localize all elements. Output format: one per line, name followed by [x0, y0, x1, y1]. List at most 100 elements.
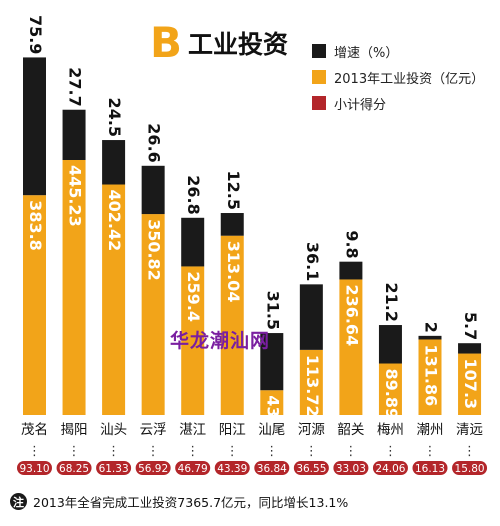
- category-label: 茂名: [21, 421, 48, 438]
- legend-swatch-investment: [312, 70, 326, 84]
- category-label: 清远: [456, 422, 483, 438]
- legend: 增速（%） 2013年工业投资（亿元） 小计得分: [312, 38, 484, 116]
- legend-label-investment: 2013年工业投资（亿元）: [334, 71, 485, 87]
- growth-bar: [220, 213, 244, 236]
- growth-bar: [62, 109, 86, 160]
- growth-label: 75.9: [26, 15, 45, 54]
- leader-dots: ⋮: [305, 444, 318, 459]
- investment-bar: [418, 339, 442, 415]
- score-badge: [135, 461, 171, 475]
- investment-label: 350.82: [145, 219, 164, 281]
- watermark: 华龙潮汕网: [170, 330, 271, 352]
- legend-item-investment: 2013年工业投资（亿元）: [312, 64, 484, 90]
- growth-bar: [23, 57, 46, 196]
- investment-bar: [181, 266, 205, 415]
- score-badge: [56, 461, 92, 475]
- growth-bar: [458, 343, 482, 354]
- score-badge: [333, 461, 369, 475]
- score-label: 36.84: [257, 463, 287, 475]
- investment-bar: [299, 349, 323, 415]
- growth-bar: [299, 284, 323, 350]
- investment-bar: [102, 184, 126, 415]
- category-label: 湛江: [179, 422, 206, 438]
- category-label: 汕尾: [258, 422, 285, 438]
- growth-label: 5.7: [461, 312, 480, 340]
- investment-label: 259.4: [184, 271, 203, 322]
- investment-label: 113.72: [303, 355, 322, 417]
- leader-dots: ⋮: [265, 444, 278, 459]
- score-label: 24.06: [375, 463, 405, 475]
- growth-label: 9.8: [342, 230, 361, 258]
- leader-dots: ⋮: [28, 444, 41, 459]
- growth-label: 12.5: [224, 171, 243, 210]
- chart-title: B 工业投资: [150, 22, 288, 64]
- note-text: 2013年全省完成工业投资7365.7亿元，同比增长13.1%: [33, 495, 349, 510]
- legend-item-growth: 增速（%）: [312, 38, 484, 64]
- category-label: 汕头: [100, 422, 127, 438]
- growth-label: 26.6: [145, 123, 164, 162]
- investment-label: 445.23: [66, 165, 85, 227]
- category-label: 阳江: [219, 422, 246, 438]
- investment-label: 383.8: [26, 200, 45, 251]
- category-label: 云浮: [140, 422, 167, 438]
- investment-bar: [339, 279, 363, 415]
- legend-label-growth: 增速（%）: [334, 45, 399, 61]
- investment-bar: [458, 353, 482, 415]
- title-letter: B: [150, 18, 183, 67]
- category-label: 河源: [298, 422, 325, 438]
- score-label: 15.80: [455, 463, 485, 475]
- score-label: 68.25: [59, 463, 89, 475]
- category-label: 韶关: [337, 422, 364, 438]
- investment-bar: [141, 214, 165, 415]
- category-label: 梅州: [377, 422, 404, 438]
- investment-bar: [23, 195, 46, 415]
- score-label: 61.33: [99, 463, 129, 475]
- investment-bar: [220, 235, 244, 415]
- score-badge: [214, 461, 250, 475]
- growth-label: 24.5: [105, 98, 124, 137]
- score-label: 56.92: [138, 463, 168, 475]
- investment-label: 402.42: [105, 190, 124, 252]
- growth-label: 31.5: [263, 291, 282, 330]
- score-badge: [175, 461, 211, 475]
- growth-bar: [378, 325, 402, 364]
- leader-dots: ⋮: [344, 444, 357, 459]
- leader-dots: ⋮: [463, 444, 476, 459]
- investment-label: 313.04: [224, 241, 243, 303]
- leader-dots: ⋮: [186, 444, 199, 459]
- investment-label: 107.3: [461, 359, 480, 410]
- score-label: 93.10: [19, 463, 49, 475]
- category-label: 揭阳: [61, 422, 88, 438]
- score-label: 33.03: [336, 463, 366, 475]
- growth-label: 2: [422, 322, 441, 333]
- growth-bar: [102, 140, 126, 185]
- score-badge: [372, 461, 408, 475]
- legend-label-score: 小计得分: [334, 97, 387, 113]
- legend-item-score: 小计得分: [312, 90, 484, 116]
- growth-label: 36.1: [303, 242, 322, 281]
- growth-bar: [339, 261, 363, 280]
- leader-dots: ⋮: [147, 444, 160, 459]
- legend-swatch-score: [312, 96, 326, 110]
- investment-bar: [62, 160, 86, 415]
- title-text: 工业投资: [188, 30, 289, 59]
- leader-dots: ⋮: [424, 444, 437, 459]
- category-label: 潮州: [417, 422, 444, 438]
- score-badge: [17, 461, 52, 475]
- investment-bar: [260, 390, 284, 415]
- legend-swatch-growth: [312, 44, 326, 58]
- score-badge: [293, 461, 329, 475]
- investment-bar: [378, 363, 402, 415]
- score-badge: [96, 461, 132, 475]
- growth-label: 26.8: [184, 175, 203, 214]
- growth-label: 27.7: [66, 67, 85, 106]
- growth-bar: [418, 335, 442, 340]
- investment-label: 131.86: [422, 344, 441, 406]
- leader-dots: ⋮: [68, 444, 81, 459]
- score-label: 36.55: [296, 463, 326, 475]
- growth-bar: [181, 217, 205, 267]
- growth-bar: [260, 333, 284, 391]
- score-badge: [412, 461, 448, 475]
- investment-label: 89.89: [382, 369, 401, 420]
